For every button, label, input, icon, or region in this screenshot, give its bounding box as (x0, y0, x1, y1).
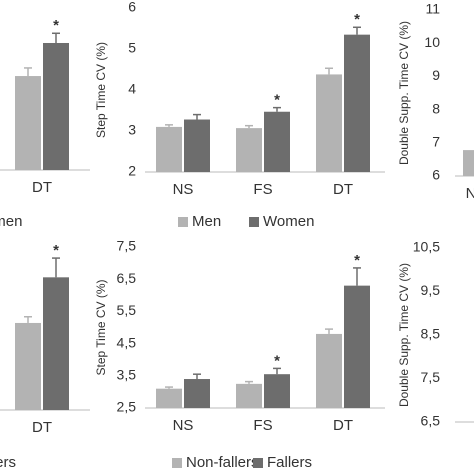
bar (463, 150, 474, 176)
y-tick-label: 7,5 (421, 369, 441, 385)
legend-swatch (253, 458, 263, 468)
significance-star: * (274, 352, 280, 369)
y-tick-label: 10,5 (413, 239, 440, 255)
y-tick-label: 2,5 (117, 399, 137, 415)
y-tick-label: 9 (432, 67, 440, 83)
x-tick-label: FS (253, 417, 272, 434)
y-tick-label: 7,5 (117, 238, 137, 254)
y-axis-label: Double Supp. Time CV (%) (397, 21, 411, 165)
significance-star: * (274, 92, 280, 109)
y-axis-label: Double Supp. Time CV (%) (397, 263, 411, 407)
y-tick-label: 4 (128, 81, 136, 97)
bar (15, 322, 41, 410)
x-tick-label: DT (32, 179, 52, 196)
x-tick-label: DT (32, 419, 52, 436)
y-tick-label: 8 (432, 100, 440, 116)
bar (236, 383, 262, 408)
legend-swatch (249, 217, 259, 227)
significance-star: * (53, 242, 59, 259)
significance-star: * (53, 17, 59, 34)
y-tick-label: 2 (128, 163, 136, 179)
y-tick-label: 6,5 (117, 270, 137, 286)
x-tick-label: FS (253, 181, 272, 198)
legend-label: Women (0, 213, 22, 230)
bar (156, 388, 182, 408)
bar (156, 126, 182, 172)
bar (184, 119, 210, 172)
bar (43, 277, 69, 410)
legend-label: Non-fallers (186, 454, 259, 471)
bar (15, 76, 41, 170)
y-tick-label: 6 (432, 167, 440, 183)
legend-swatch (172, 458, 182, 468)
bar (184, 379, 210, 408)
bar (236, 128, 262, 172)
legend-label: Women (263, 213, 314, 230)
x-tick-label: DT (333, 417, 353, 434)
bar (43, 42, 69, 170)
significance-star: * (354, 11, 360, 28)
x-tick-label: NS (466, 185, 474, 202)
bar (344, 285, 370, 408)
y-axis-label: Step Time CV (%) (94, 42, 108, 138)
y-tick-label: 4,5 (117, 334, 137, 350)
legend-label: Fallers (267, 454, 312, 471)
bar (316, 74, 342, 172)
y-tick-label: 3 (128, 122, 136, 138)
y-tick-label: 6 (128, 0, 136, 15)
y-tick-label: 6,5 (421, 413, 441, 429)
y-tick-label: 5,5 (117, 302, 137, 318)
legend-label: Men (192, 213, 221, 230)
legend-label: Fallers (0, 454, 16, 471)
x-tick-label: NS (173, 417, 194, 434)
y-tick-label: 9,5 (421, 282, 441, 298)
bar (264, 111, 290, 172)
significance-star: * (354, 252, 360, 269)
x-tick-label: NS (173, 181, 194, 198)
y-tick-label: 5 (128, 40, 136, 56)
y-tick-label: 3,5 (117, 367, 137, 383)
bar (264, 374, 290, 408)
y-tick-label: 7 (432, 134, 440, 150)
y-axis-label: Step Time CV (%) (94, 279, 108, 375)
legend-swatch (178, 217, 188, 227)
bar (344, 34, 370, 173)
x-tick-label: DT (333, 181, 353, 198)
y-tick-label: 11 (425, 1, 440, 17)
y-tick-label: 10 (424, 34, 440, 50)
y-tick-label: 8,5 (421, 326, 441, 342)
bar (316, 333, 342, 408)
